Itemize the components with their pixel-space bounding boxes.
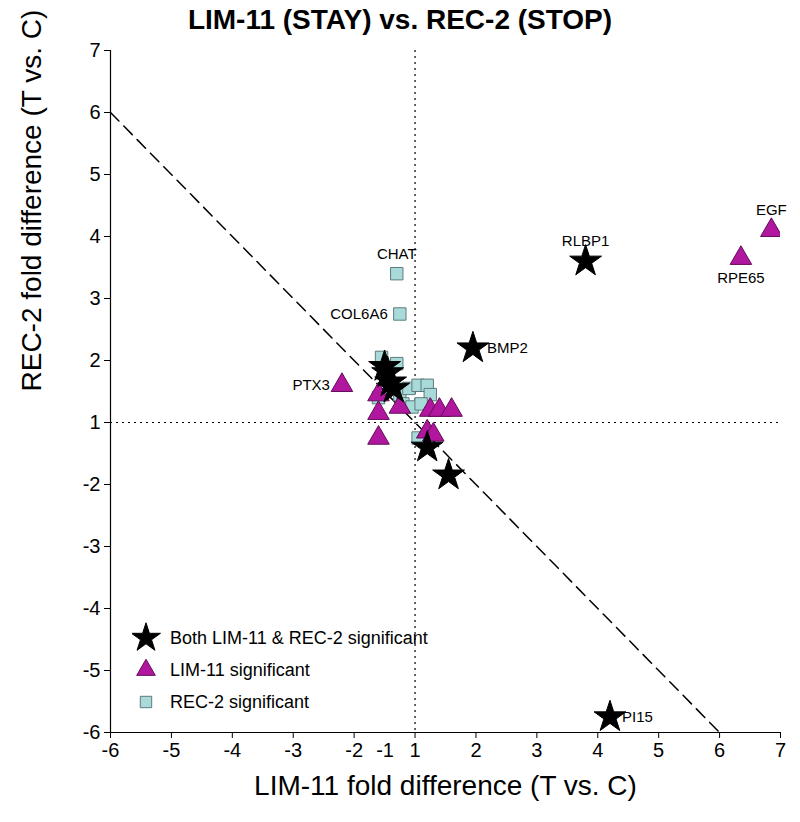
svg-text:1: 1 bbox=[409, 739, 420, 761]
svg-text:5: 5 bbox=[653, 739, 664, 761]
svg-text:EGF: EGF bbox=[756, 201, 787, 218]
svg-text:5: 5 bbox=[89, 163, 100, 185]
svg-text:4: 4 bbox=[592, 739, 603, 761]
svg-text:-2: -2 bbox=[345, 739, 363, 761]
svg-text:CHAT: CHAT bbox=[377, 245, 417, 262]
svg-text:REC-2 significant: REC-2 significant bbox=[170, 692, 309, 712]
svg-text:-6: -6 bbox=[102, 739, 120, 761]
svg-text:-3: -3 bbox=[83, 535, 101, 557]
svg-text:7: 7 bbox=[775, 739, 786, 761]
svg-text:-5: -5 bbox=[83, 659, 101, 681]
svg-text:Both LIM-11 & REC-2 significan: Both LIM-11 & REC-2 significant bbox=[170, 628, 428, 648]
svg-text:6: 6 bbox=[714, 739, 725, 761]
svg-text:-5: -5 bbox=[163, 739, 181, 761]
svg-text:-6: -6 bbox=[83, 721, 101, 743]
svg-text:COL6A6: COL6A6 bbox=[330, 305, 388, 322]
svg-text:-4: -4 bbox=[223, 739, 241, 761]
svg-text:1: 1 bbox=[89, 411, 100, 433]
svg-text:2: 2 bbox=[89, 349, 100, 371]
svg-text:3: 3 bbox=[531, 739, 542, 761]
svg-text:6: 6 bbox=[89, 101, 100, 123]
svg-text:RPE65: RPE65 bbox=[717, 269, 765, 286]
svg-text:-1: -1 bbox=[376, 739, 394, 761]
svg-text:2: 2 bbox=[470, 739, 481, 761]
svg-text:LIM-11 fold difference (T vs.: LIM-11 fold difference (T vs. C) bbox=[254, 770, 637, 801]
svg-text:-2: -2 bbox=[83, 473, 101, 495]
svg-text:PTX3: PTX3 bbox=[292, 376, 330, 393]
html-text:LIM-11 (STAY) vs. REC-2 (STOP): LIM-11 (STAY) vs. REC-2 (STOP) bbox=[187, 4, 613, 35]
svg-text:BMP2: BMP2 bbox=[487, 339, 528, 356]
svg-text:3: 3 bbox=[89, 287, 100, 309]
svg-text:LIM-11 significant: LIM-11 significant bbox=[170, 660, 310, 680]
svg-text:4: 4 bbox=[89, 225, 100, 247]
svg-text:-3: -3 bbox=[284, 739, 302, 761]
svg-text:RLBP1: RLBP1 bbox=[562, 232, 610, 249]
svg-text:7: 7 bbox=[89, 39, 100, 61]
svg-text:PI15: PI15 bbox=[622, 708, 653, 725]
svg-text:-4: -4 bbox=[83, 597, 101, 619]
svg-text:REC-2 fold difference (T vs. C: REC-2 fold difference (T vs. C) bbox=[16, 10, 47, 392]
